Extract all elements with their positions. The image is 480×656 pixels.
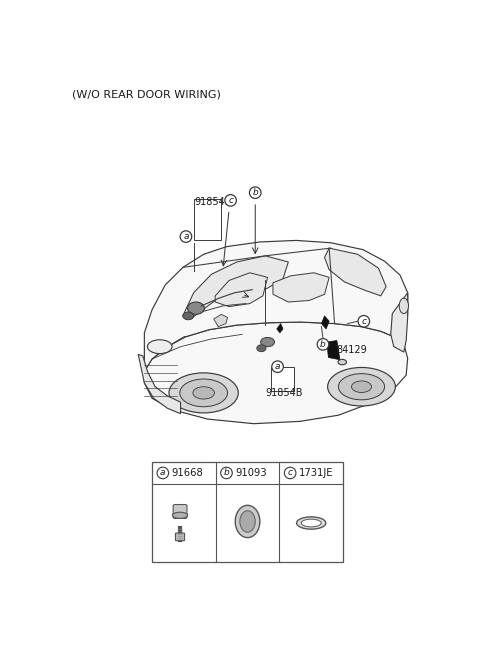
Bar [271, 367, 294, 390]
Ellipse shape [301, 519, 321, 527]
Ellipse shape [338, 359, 347, 365]
Circle shape [272, 361, 283, 373]
Circle shape [250, 187, 261, 199]
Ellipse shape [261, 337, 275, 346]
Text: 91854D: 91854D [194, 197, 233, 207]
Polygon shape [214, 314, 228, 327]
Ellipse shape [188, 302, 204, 314]
Text: c: c [228, 196, 233, 205]
Ellipse shape [399, 298, 408, 314]
Polygon shape [322, 316, 329, 329]
Ellipse shape [235, 505, 260, 538]
Text: 91854B: 91854B [265, 388, 303, 398]
Ellipse shape [180, 379, 228, 407]
Polygon shape [215, 273, 267, 306]
Ellipse shape [183, 312, 193, 319]
FancyBboxPatch shape [173, 504, 187, 518]
Text: a: a [183, 232, 189, 241]
Ellipse shape [328, 367, 396, 406]
Circle shape [180, 231, 192, 242]
Polygon shape [277, 323, 283, 333]
Polygon shape [144, 322, 408, 424]
Text: b: b [320, 340, 326, 349]
Ellipse shape [351, 381, 372, 392]
Bar [193, 199, 221, 240]
Text: b: b [252, 188, 258, 197]
Text: c: c [361, 317, 366, 326]
Text: a: a [275, 362, 280, 371]
Text: (W/O REAR DOOR WIRING): (W/O REAR DOOR WIRING) [72, 89, 221, 100]
Text: 1731JE: 1731JE [299, 468, 333, 478]
Text: a: a [160, 468, 166, 478]
Ellipse shape [338, 374, 384, 400]
Ellipse shape [147, 340, 172, 354]
Ellipse shape [172, 512, 188, 518]
Circle shape [358, 316, 370, 327]
Ellipse shape [297, 517, 326, 529]
Polygon shape [327, 340, 340, 359]
FancyBboxPatch shape [175, 533, 185, 541]
Circle shape [225, 195, 236, 206]
Circle shape [284, 467, 296, 479]
Polygon shape [138, 354, 180, 414]
Circle shape [221, 467, 232, 479]
Text: 84129: 84129 [337, 345, 368, 355]
Bar [152, 462, 343, 562]
Circle shape [157, 467, 168, 479]
Ellipse shape [169, 373, 238, 413]
Ellipse shape [257, 345, 266, 352]
Polygon shape [273, 273, 329, 302]
Polygon shape [144, 240, 408, 371]
Text: b: b [224, 468, 229, 478]
Polygon shape [391, 293, 408, 352]
Text: 91668: 91668 [171, 468, 203, 478]
Polygon shape [183, 256, 288, 319]
Circle shape [317, 338, 329, 350]
Text: c: c [288, 468, 293, 478]
Ellipse shape [193, 387, 215, 399]
Text: 91093: 91093 [235, 468, 266, 478]
Ellipse shape [240, 510, 255, 532]
Polygon shape [324, 248, 386, 296]
